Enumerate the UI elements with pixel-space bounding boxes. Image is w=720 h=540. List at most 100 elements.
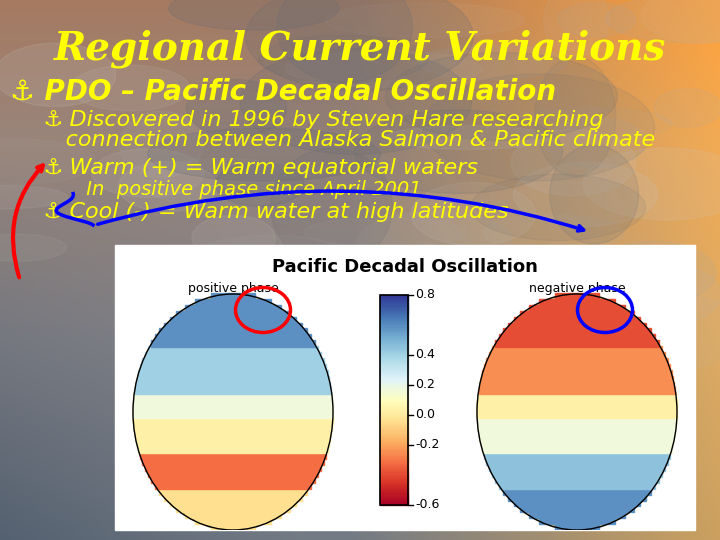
Ellipse shape [544,0,609,57]
Bar [151,476,315,483]
Ellipse shape [410,50,547,80]
Bar [380,450,408,453]
Ellipse shape [246,0,473,91]
Ellipse shape [325,3,525,37]
Bar [145,352,321,359]
Bar [380,431,408,434]
Bar [380,328,408,330]
Bar [380,307,408,310]
Bar [380,452,408,455]
Ellipse shape [654,89,720,127]
Bar [380,433,408,436]
Bar [487,458,667,465]
Bar [380,480,408,482]
Text: 0.4: 0.4 [415,348,435,361]
Ellipse shape [511,129,636,195]
Ellipse shape [285,51,482,87]
Bar [489,352,665,359]
Bar [380,362,408,364]
Bar [195,517,271,524]
Ellipse shape [120,111,203,178]
Bar [380,370,408,373]
Bar [508,494,646,501]
Ellipse shape [354,110,562,193]
Bar [380,437,408,440]
Bar [477,399,677,406]
Bar [380,383,408,386]
Ellipse shape [419,45,567,79]
Bar [164,494,302,501]
Bar [380,393,408,396]
Bar [380,324,408,327]
Bar [485,453,670,459]
Bar [480,435,675,442]
Ellipse shape [133,294,333,530]
Bar [380,446,408,448]
Bar [380,490,408,492]
Bar [380,397,408,400]
Bar [155,482,311,489]
Ellipse shape [312,291,410,341]
Bar [138,370,328,376]
Ellipse shape [224,280,325,355]
Bar [380,481,408,484]
Bar [380,372,408,375]
Ellipse shape [477,294,677,530]
Bar [521,310,634,318]
Bar [485,364,670,370]
Bar [151,340,315,347]
Bar [380,318,408,320]
Ellipse shape [0,139,96,184]
Bar [184,511,282,518]
Bar [380,296,408,299]
Bar [380,498,408,501]
Ellipse shape [262,308,336,371]
Bar [133,405,333,412]
Bar [508,322,646,329]
Bar [380,332,408,335]
Bar [380,414,408,417]
Bar [380,448,408,450]
Text: Regional Current Variations: Regional Current Variations [54,30,666,69]
Ellipse shape [258,36,428,83]
Bar [380,305,408,308]
Bar [145,464,321,471]
Bar [135,429,331,436]
Bar [380,469,408,471]
Ellipse shape [0,43,116,106]
Text: ⚓ Warm (+) = Warm equatorial waters: ⚓ Warm (+) = Warm equatorial waters [30,158,478,178]
Bar [176,505,289,512]
Bar [140,364,325,370]
Bar [135,381,330,388]
Bar [380,421,408,423]
Bar [380,389,408,392]
Bar [380,418,408,421]
Bar [380,400,408,402]
Bar [528,305,626,312]
Bar [380,416,408,419]
Bar [380,336,408,339]
Ellipse shape [178,235,366,305]
Bar [134,423,332,430]
Bar [380,494,408,497]
Bar [380,353,408,356]
Bar [380,294,408,297]
Bar [170,316,296,323]
Text: ⚓ Discovered in 1996 by Steven Hare researching: ⚓ Discovered in 1996 by Steven Hare rese… [30,110,603,130]
Bar [380,364,408,367]
Bar [380,502,408,505]
Bar [380,435,408,438]
Bar [477,405,677,412]
Ellipse shape [483,215,624,252]
Ellipse shape [411,183,536,246]
Text: In  positive phase since April 2001: In positive phase since April 2001 [55,180,422,199]
Bar [478,393,676,400]
Text: 0.8: 0.8 [415,288,435,301]
Ellipse shape [271,148,392,266]
Bar [380,404,408,406]
Bar [134,393,332,400]
Bar [380,303,408,306]
Bar [487,358,667,365]
Bar [380,349,408,352]
Bar [184,305,282,312]
